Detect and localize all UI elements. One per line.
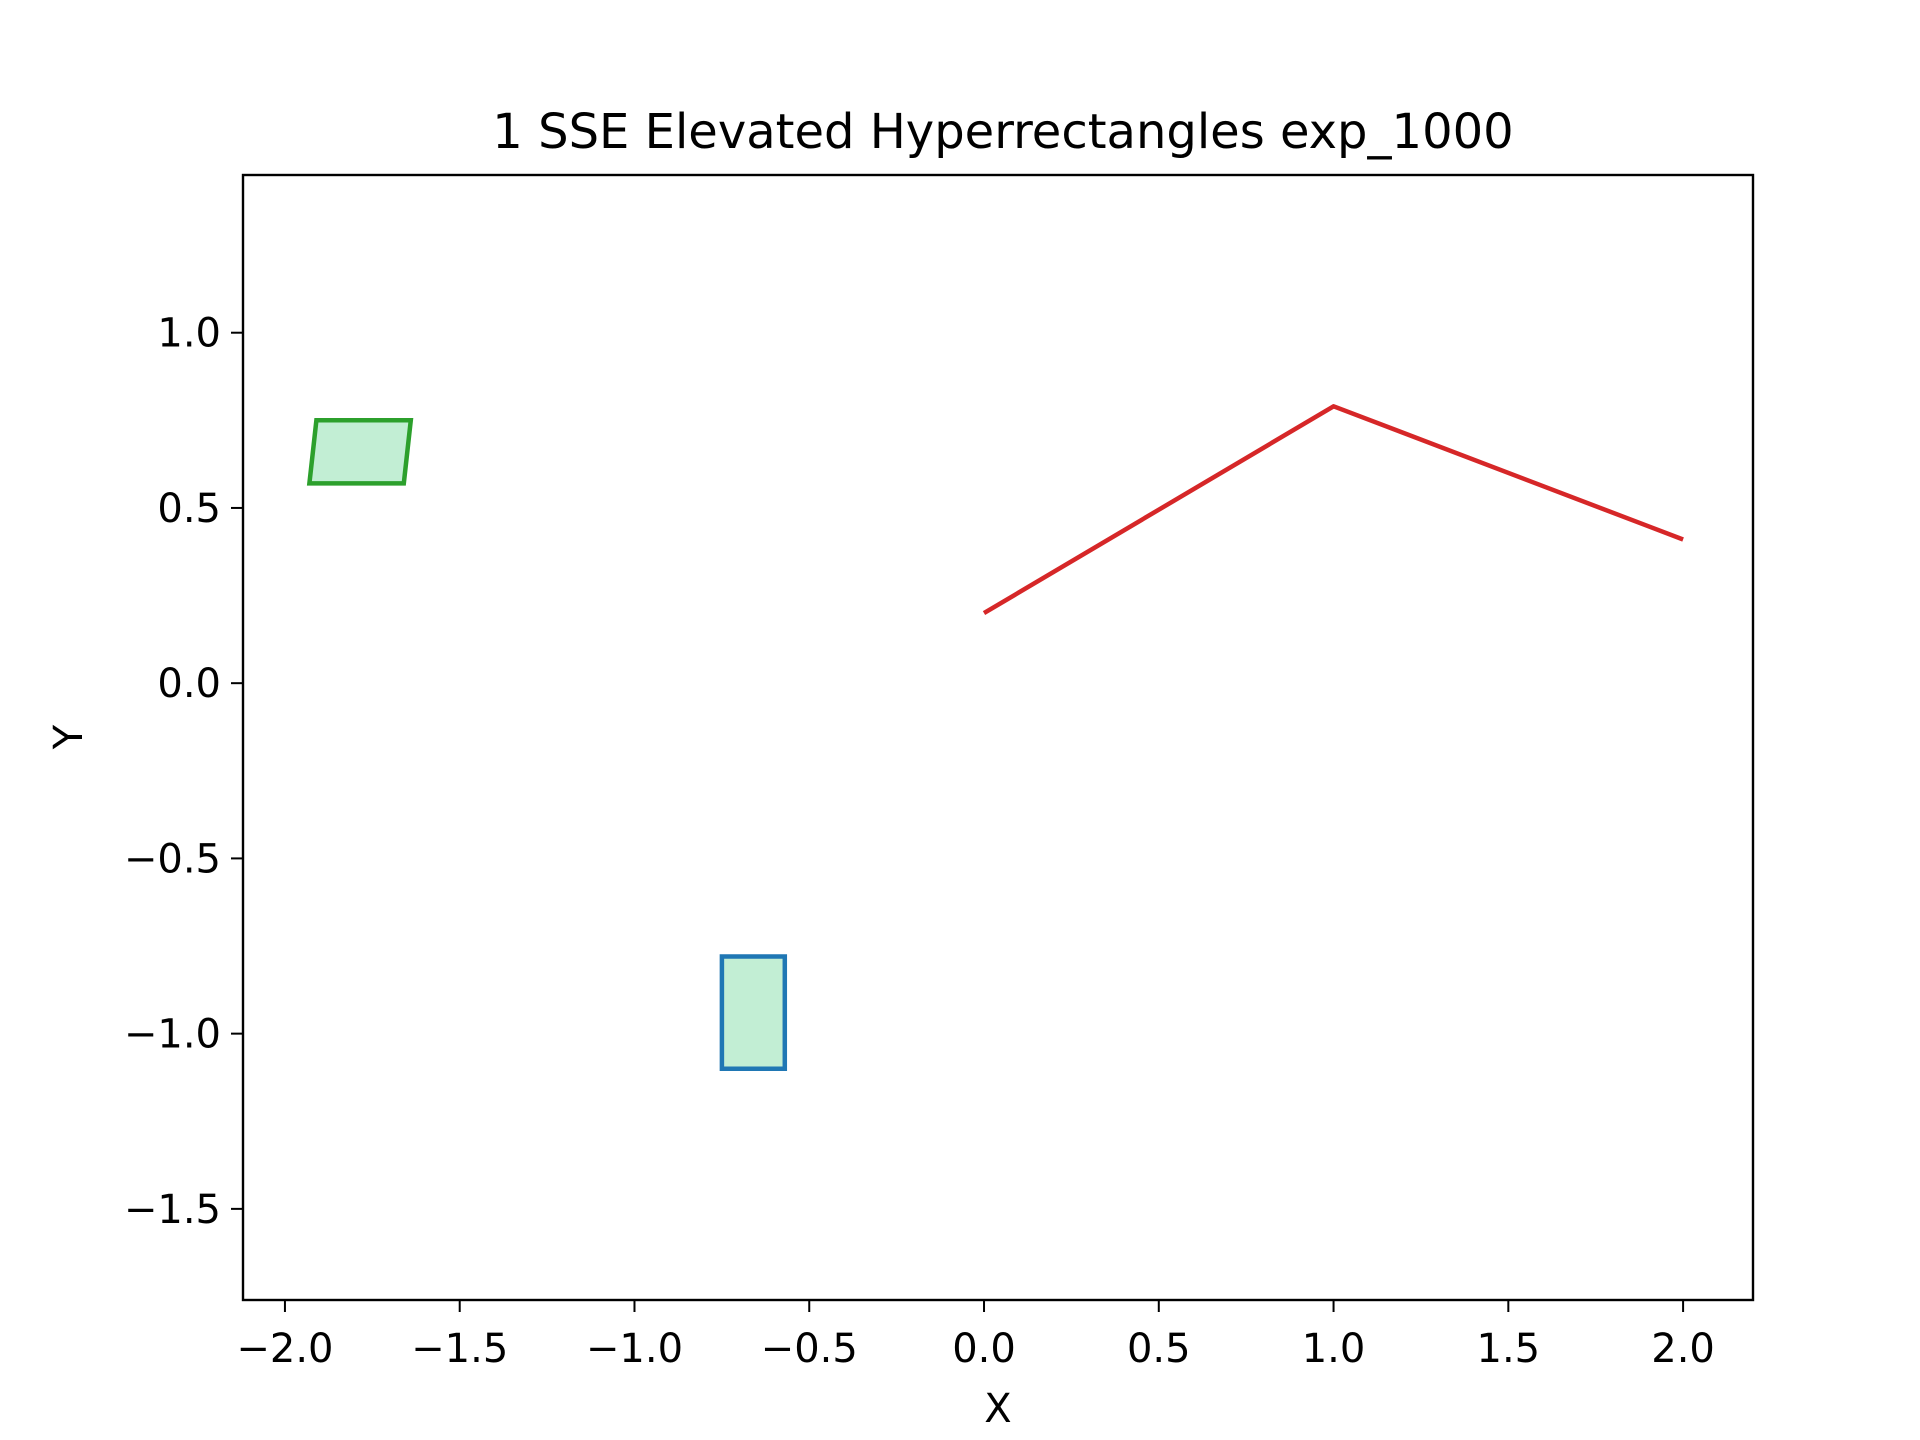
series-line-1 bbox=[982, 404, 1684, 616]
y-tick-label: 1.0 bbox=[157, 311, 221, 357]
x-tick-label: −1.5 bbox=[411, 1326, 508, 1372]
y-tick-label: −1.0 bbox=[124, 1012, 221, 1058]
y-tick-label: 0.0 bbox=[157, 661, 221, 707]
plot-frame bbox=[241, 173, 1755, 1302]
hyperrectangle-1 bbox=[306, 418, 414, 486]
hyperrectangle-2 bbox=[719, 954, 788, 1071]
x-tick-label: −2.0 bbox=[236, 1326, 333, 1372]
chart-title: 1 SSE Elevated Hyperrectangles exp_1000 bbox=[492, 104, 1513, 160]
x-tick-label: 2.0 bbox=[1651, 1326, 1715, 1372]
shapes-layer bbox=[306, 418, 788, 1071]
y-axis: 1.0 0.5 0.0 −0.5 −1.0 −1.5 bbox=[124, 311, 243, 1233]
x-axis: −2.0 −1.5 −1.0 −0.5 0.0 0.5 1.0 1.5 2.0 bbox=[236, 1300, 1715, 1372]
series-layer bbox=[982, 404, 1684, 616]
y-tick-label: 0.5 bbox=[157, 486, 221, 532]
x-axis-label: X bbox=[984, 1386, 1011, 1432]
x-tick-label: 0.0 bbox=[952, 1326, 1016, 1372]
y-tick-label: −1.5 bbox=[124, 1187, 221, 1233]
x-tick-label: 1.0 bbox=[1302, 1326, 1366, 1372]
x-tick-label: 1.5 bbox=[1477, 1326, 1541, 1372]
y-axis-label: Y bbox=[46, 724, 92, 750]
y-tick-label: −0.5 bbox=[124, 836, 221, 882]
x-tick-label: −0.5 bbox=[761, 1326, 858, 1372]
x-tick-label: 0.5 bbox=[1127, 1326, 1191, 1372]
x-tick-label: −1.0 bbox=[586, 1326, 683, 1372]
